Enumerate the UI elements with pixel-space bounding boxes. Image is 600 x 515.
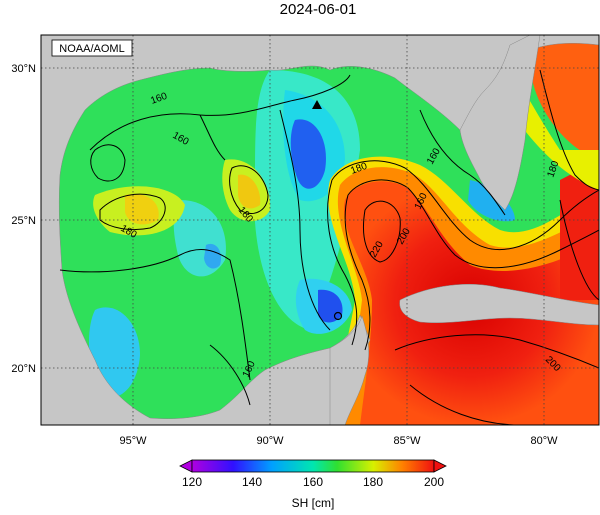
- contour-160-central: [279, 109, 331, 331]
- colorbar-left-arrow: [179, 459, 193, 473]
- contour-220-core: [363, 200, 401, 263]
- contour-160-southwest: [209, 344, 251, 406]
- gridlines: [41, 35, 599, 425]
- atlantic-east-warm: [520, 40, 599, 160]
- atlantic-yellow-band: [510, 70, 599, 190]
- colorbar-right-arrow: [433, 459, 447, 473]
- credit-box: [51, 39, 133, 57]
- lat-tick-label: 30°N: [11, 63, 36, 75]
- contour-180-loop: [331, 160, 599, 251]
- contour-160-mid: [199, 114, 226, 161]
- contour-200-loop: [347, 179, 599, 269]
- land: [41, 35, 599, 425]
- lat-ticks: 30°N 25°N 20°N: [11, 63, 36, 375]
- yucatan-peninsula: [329, 315, 369, 425]
- lon-tick-label: 95°W: [119, 435, 147, 447]
- contour-180-west: [99, 193, 166, 231]
- contour-lines: [59, 69, 599, 425]
- atlantic-warm-region: [560, 160, 599, 300]
- colorbar-bar: [191, 459, 435, 473]
- colorbar: 120 140 160 180 200 SH [cm]: [179, 459, 447, 510]
- contour-180-caribbean-south: [409, 384, 521, 425]
- colorbar-title: SH [cm]: [292, 496, 335, 510]
- contour-200-atlantic: [559, 199, 599, 301]
- colorbar-tick-label: 140: [242, 475, 262, 489]
- contour-160-florida: [419, 109, 506, 216]
- plot-frame: [40, 34, 600, 426]
- contour-180-central: [229, 165, 269, 214]
- warm-eddy-central-core: [238, 174, 261, 209]
- florida-peninsula: [459, 35, 541, 211]
- contour-160-ring: [90, 144, 126, 182]
- contour-180-atlantic: [539, 69, 599, 191]
- colorbar-tick-label: 180: [363, 475, 383, 489]
- cuba: [399, 284, 599, 326]
- lon-ticks: 95°W 90°W 85°W 80°W: [119, 435, 558, 447]
- cool-anomaly-florida-shelf: [468, 180, 515, 222]
- colorbar-tick-label: 160: [303, 475, 323, 489]
- triangle-marker-icon: [312, 100, 322, 109]
- contour-180-loop-west: [327, 179, 358, 346]
- circle-marker-icon: [333, 311, 343, 321]
- lat-tick-label: 25°N: [11, 215, 36, 227]
- cold-eddy-campeche: [318, 289, 343, 323]
- lon-tick-label: 90°W: [256, 435, 284, 447]
- contour-200-caribbean: [394, 334, 599, 369]
- north-american-coast: [41, 35, 599, 425]
- credit-label: NOAA/AOML: [59, 43, 124, 55]
- lon-tick-label: 85°W: [393, 435, 421, 447]
- plot-area: 160 160 180 180 180 160 160 180 220 200 …: [41, 35, 599, 425]
- contour-160-west: [59, 249, 251, 381]
- cold-eddy-northeast: [290, 119, 326, 189]
- map-title: 2024-06-01: [280, 1, 357, 18]
- colorbar-tick-label: 200: [424, 475, 444, 489]
- contour-160-north: [89, 74, 351, 151]
- lon-tick-label: 80°W: [530, 435, 558, 447]
- lat-tick-label: 20°N: [11, 363, 36, 375]
- warm-eddy-west-core: [125, 194, 159, 225]
- colorbar-tick-label: 120: [182, 475, 202, 489]
